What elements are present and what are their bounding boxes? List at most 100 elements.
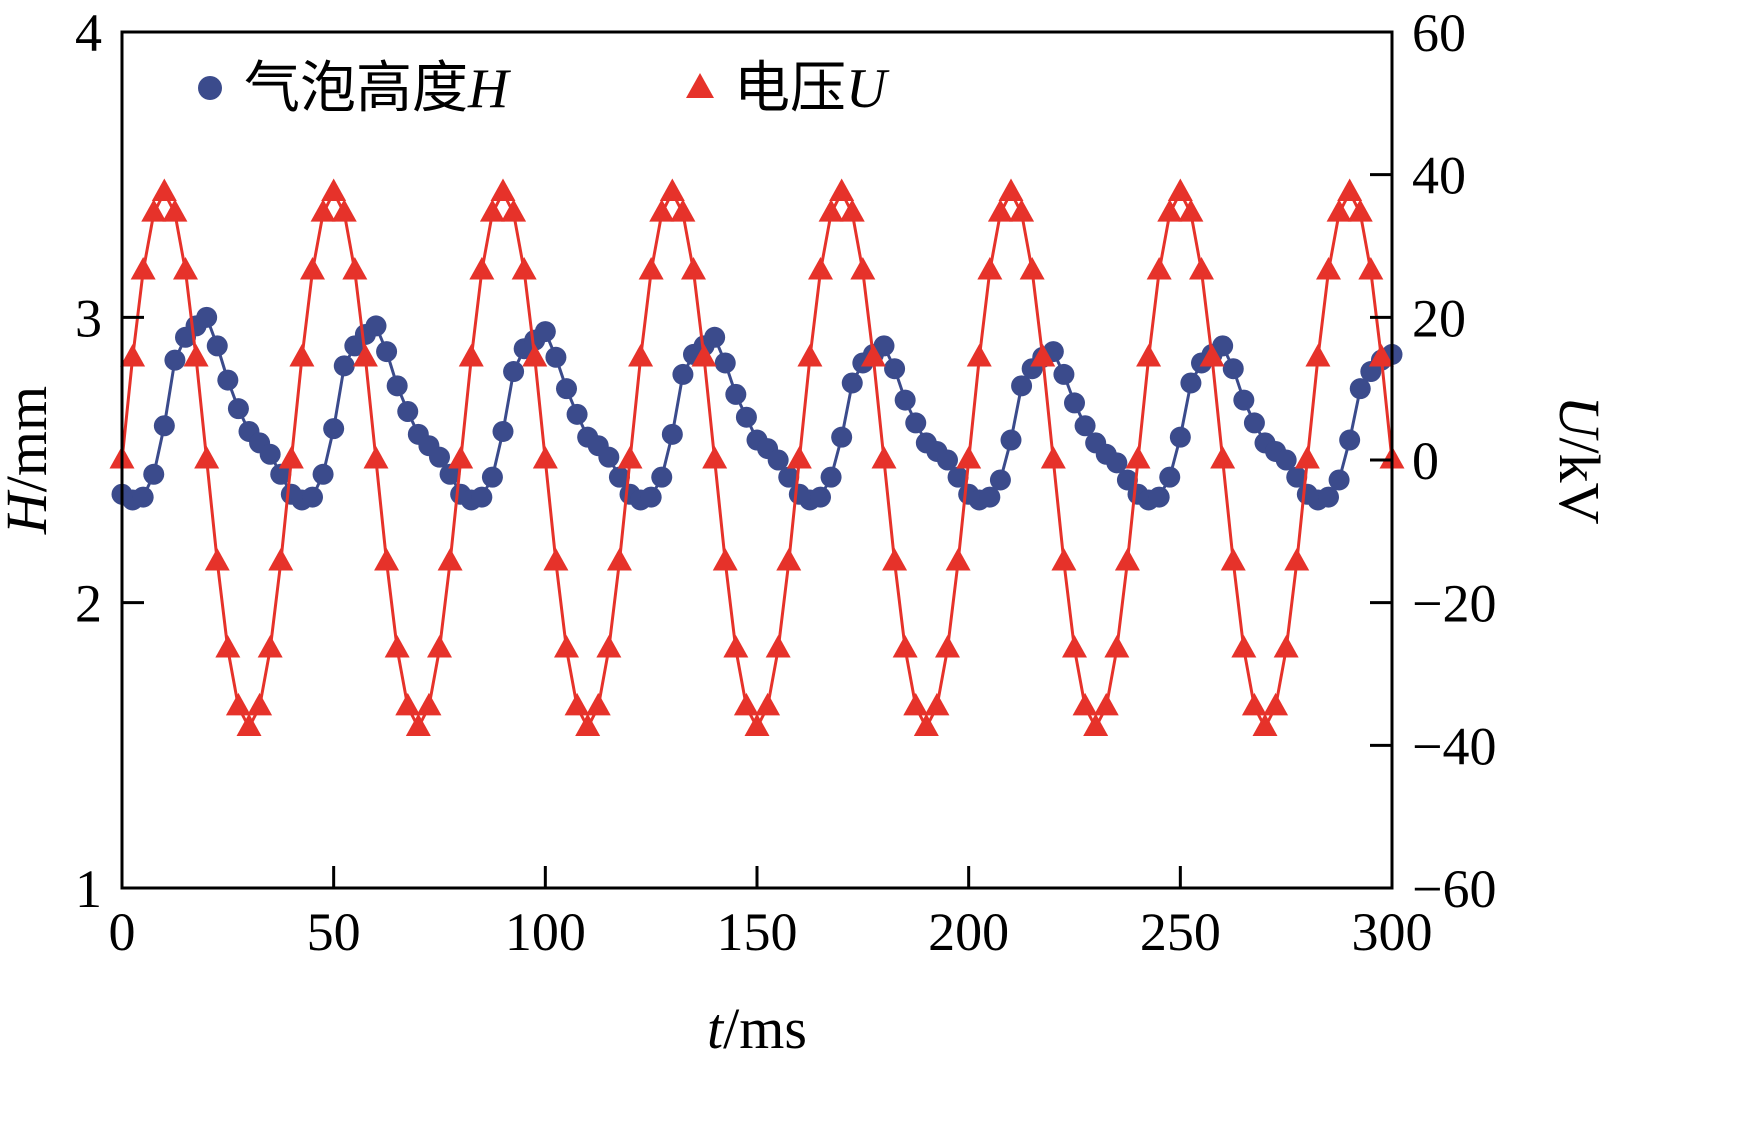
series-voltage bbox=[109, 178, 1405, 736]
data-point-triangle bbox=[1220, 548, 1246, 571]
data-point-triangle bbox=[1009, 199, 1035, 222]
y-right-tick-label: −40 bbox=[1412, 716, 1496, 776]
data-point-triangle bbox=[204, 548, 230, 571]
data-point-triangle bbox=[300, 256, 325, 280]
y-right-tick-label: 20 bbox=[1412, 288, 1466, 348]
data-point-triangle bbox=[511, 256, 537, 280]
legend-item-bubble-height: 气泡高度H bbox=[198, 58, 511, 120]
data-point-circle bbox=[1011, 375, 1033, 397]
data-point-triangle bbox=[681, 256, 706, 280]
legend-label: 气泡高度H bbox=[244, 58, 511, 120]
data-point-triangle bbox=[1252, 713, 1278, 736]
data-point-triangle bbox=[892, 635, 918, 658]
data-point-circle bbox=[1053, 363, 1075, 385]
data-point-triangle bbox=[479, 199, 505, 222]
data-point-triangle bbox=[903, 692, 929, 716]
data-point-circle bbox=[386, 375, 408, 397]
data-point-triangle bbox=[310, 199, 336, 222]
data-point-circle bbox=[884, 358, 906, 380]
data-point-triangle bbox=[1347, 199, 1373, 222]
data-point-triangle bbox=[289, 343, 315, 367]
data-point-triangle bbox=[1178, 199, 1204, 222]
x-tick-label: 300 bbox=[1352, 902, 1433, 962]
data-point-circle bbox=[302, 486, 323, 508]
data-point-triangle bbox=[987, 199, 1013, 222]
data-point-triangle bbox=[808, 256, 833, 280]
data-point-circle bbox=[937, 449, 958, 471]
data-point-triangle bbox=[1316, 256, 1341, 280]
data-point-triangle bbox=[1040, 446, 1066, 469]
data-point-triangle bbox=[860, 343, 886, 367]
data-point-circle bbox=[217, 369, 239, 391]
data-point-circle bbox=[1286, 466, 1308, 488]
data-point-triangle bbox=[1241, 692, 1267, 716]
data-point-triangle bbox=[797, 343, 823, 367]
data-point-circle bbox=[841, 372, 863, 394]
legend-triangle-marker bbox=[686, 73, 714, 98]
data-point-triangle bbox=[522, 343, 548, 367]
data-point-triangle bbox=[437, 548, 463, 571]
data-point-triangle bbox=[702, 446, 728, 469]
data-point-triangle bbox=[120, 343, 146, 367]
data-point-triangle bbox=[733, 692, 759, 716]
data-point-triangle bbox=[395, 692, 421, 716]
data-point-triangle bbox=[1136, 343, 1162, 367]
data-point-triangle bbox=[173, 256, 198, 280]
data-point-circle bbox=[196, 306, 218, 328]
data-point-triangle bbox=[1157, 199, 1183, 222]
data-point-circle bbox=[333, 355, 355, 377]
data-point-circle bbox=[778, 466, 800, 488]
data-point-circle bbox=[873, 335, 895, 357]
data-point-circle bbox=[1106, 452, 1128, 474]
data-point-circle bbox=[905, 412, 927, 434]
x-tick-label: 150 bbox=[717, 902, 798, 962]
y-right-tick-label: 60 bbox=[1412, 3, 1466, 63]
y-left-tick-label: 1 bbox=[75, 859, 102, 919]
data-point-circle bbox=[1000, 429, 1022, 451]
data-point-triangle bbox=[1326, 199, 1352, 222]
data-point-triangle bbox=[532, 446, 558, 469]
x-tick-label: 250 bbox=[1140, 902, 1221, 962]
data-point-triangle bbox=[1072, 692, 1098, 716]
data-point-circle bbox=[1318, 486, 1339, 508]
data-point-triangle bbox=[585, 692, 611, 716]
data-point-circle bbox=[714, 352, 736, 374]
data-point-triangle bbox=[458, 343, 484, 367]
data-point-triangle bbox=[564, 692, 590, 716]
x-tick-label: 0 bbox=[109, 902, 136, 962]
data-point-triangle bbox=[194, 446, 220, 469]
data-point-circle bbox=[1339, 429, 1361, 451]
data-point-triangle bbox=[628, 343, 654, 367]
data-point-circle bbox=[1180, 372, 1202, 394]
data-point-triangle bbox=[416, 692, 442, 716]
data-point-circle bbox=[566, 403, 588, 425]
data-point-triangle bbox=[839, 199, 865, 222]
data-point-triangle bbox=[427, 635, 452, 658]
data-point-triangle bbox=[765, 635, 791, 658]
data-point-circle bbox=[1349, 378, 1371, 400]
data-point-triangle bbox=[850, 256, 876, 280]
data-point-circle bbox=[143, 463, 165, 485]
x-tick-label: 50 bbox=[307, 902, 361, 962]
x-tick-label: 200 bbox=[928, 902, 1009, 962]
y-axis-label-left: H/mm bbox=[0, 386, 59, 535]
data-point-circle bbox=[1222, 358, 1244, 380]
data-point-circle bbox=[608, 466, 630, 488]
data-point-triangle bbox=[913, 713, 939, 736]
data-point-triangle bbox=[829, 178, 855, 201]
y-right-tick-label: −20 bbox=[1412, 574, 1496, 634]
data-point-triangle bbox=[141, 199, 167, 222]
data-point-circle bbox=[1169, 426, 1191, 448]
data-point-triangle bbox=[469, 256, 495, 280]
data-point-triangle bbox=[935, 635, 960, 658]
legend-item-voltage: 电压U bbox=[686, 58, 890, 120]
data-point-triangle bbox=[1358, 256, 1384, 280]
legend: 气泡高度H 电压U bbox=[198, 58, 890, 120]
data-point-circle bbox=[259, 443, 281, 465]
data-point-triangle bbox=[755, 692, 781, 716]
data-point-triangle bbox=[606, 548, 632, 571]
x-tick-label: 100 bbox=[505, 902, 586, 962]
data-point-triangle bbox=[1199, 343, 1225, 367]
data-point-triangle bbox=[331, 199, 357, 222]
